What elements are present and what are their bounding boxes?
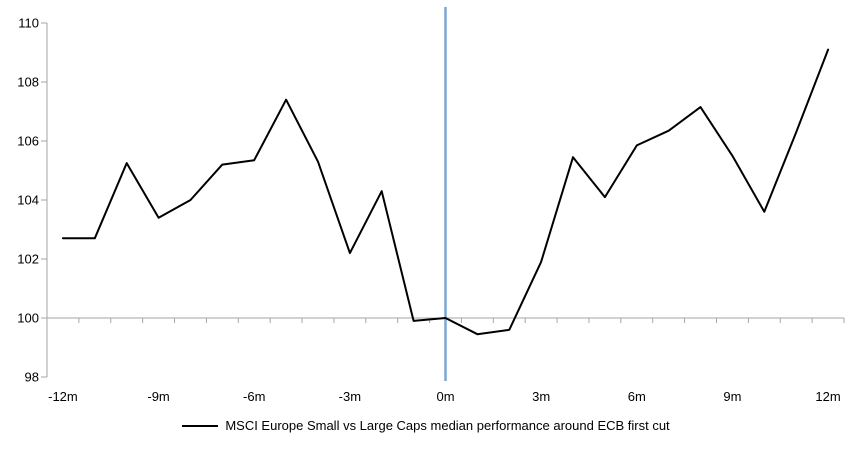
x-axis-label: 3m (532, 389, 550, 404)
x-axis-label: -3m (339, 389, 361, 404)
y-axis-label: 108 (17, 75, 39, 90)
legend-line-sample (182, 424, 219, 427)
y-axis-label: 110 (18, 16, 39, 31)
y-axis-label: 102 (17, 252, 39, 267)
legend-label: MSCI Europe Small vs Large Caps median p… (225, 418, 670, 433)
x-axis-label: -9m (147, 389, 169, 404)
x-axis-label: 9m (723, 389, 741, 404)
series-line (61, 48, 830, 336)
x-axis-label: -6m (243, 389, 265, 404)
legend: MSCI Europe Small vs Large Caps median p… (0, 418, 852, 433)
y-axis-label: 98 (25, 370, 39, 385)
x-axis-label: 12m (815, 389, 840, 404)
y-axis-label: 100 (17, 311, 39, 326)
y-axis-label: 104 (17, 193, 39, 208)
x-axis-label: -12m (48, 389, 78, 404)
x-axis-label: 0m (436, 389, 454, 404)
x-axis-label: 6m (628, 389, 646, 404)
y-axis-label: 106 (17, 134, 39, 149)
